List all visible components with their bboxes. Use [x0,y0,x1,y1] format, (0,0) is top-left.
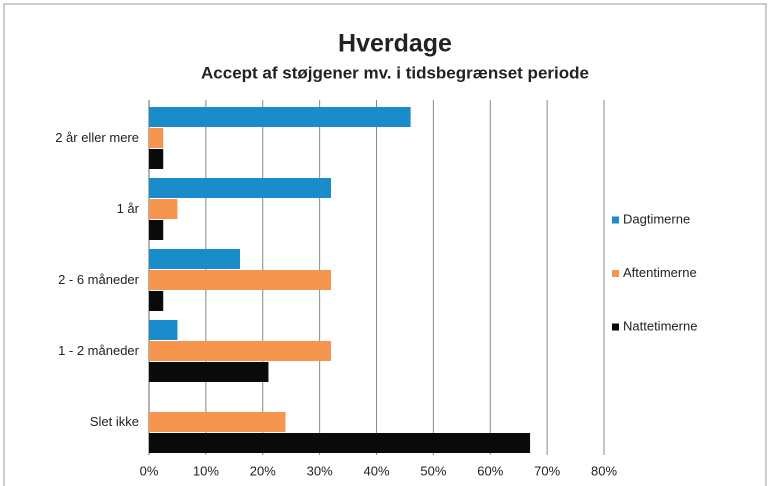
bar [149,128,164,148]
bar [149,107,411,127]
y-tick-label: 2 - 6 måneder [58,272,140,287]
y-tick-label: 2 år eller mere [55,130,139,145]
bar [149,178,331,198]
legend-swatch [612,270,619,277]
x-tick-label: 10% [193,463,219,478]
chart-frame [3,3,767,486]
y-tick-label: 1 - 2 måneder [58,343,140,358]
legend-label: Aftentimerne [623,265,697,280]
x-tick-label: 70% [534,463,560,478]
chart-title: Hverdage [338,30,452,58]
bar [149,220,164,240]
bar [149,249,240,269]
legend-swatch [612,323,619,331]
bar [149,270,331,290]
bar [149,291,164,311]
x-tick-label: 60% [477,463,503,478]
bar [149,412,286,432]
y-tick-label: 1 år [117,201,140,216]
legend-label: Dagtimerne [623,211,690,226]
bar [149,320,178,340]
legend-swatch [612,216,619,224]
chart-subtitle: Accept af støjgener mv. i tidsbegrænset … [201,63,589,82]
bar [149,433,531,453]
x-tick-label: 30% [307,463,333,478]
x-tick-label: 20% [250,463,276,478]
y-tick-label: Slet ikke [90,414,139,429]
x-tick-label: 0% [140,463,159,478]
bar [149,362,269,382]
x-tick-label: 40% [363,463,389,478]
legend-label: Nattetimerne [623,318,697,333]
bar [149,199,178,219]
bar [149,341,331,361]
x-tick-label: 80% [591,463,617,478]
bar [149,149,164,169]
x-tick-label: 50% [420,463,446,478]
